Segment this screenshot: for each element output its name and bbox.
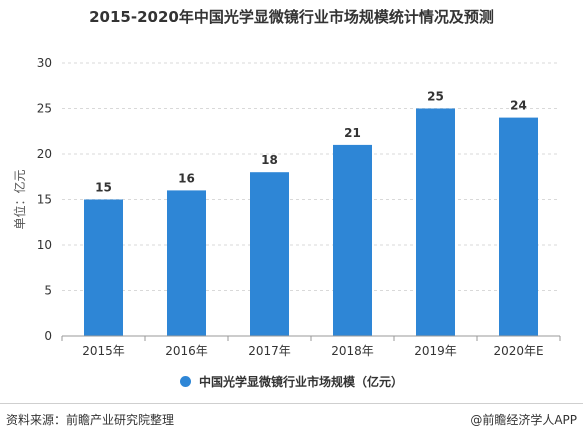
bar-value-label: 21 bbox=[344, 126, 361, 140]
bar bbox=[250, 172, 289, 336]
data-labels: 15 16 18 21 25 24 bbox=[95, 90, 527, 195]
bar-value-label: 15 bbox=[95, 181, 112, 195]
legend-swatch bbox=[179, 376, 191, 387]
bar bbox=[167, 190, 206, 336]
x-tick-label: 2017年 bbox=[248, 344, 291, 358]
y-axis-label: 单位：亿元 bbox=[12, 169, 27, 229]
bar-value-label: 25 bbox=[427, 90, 444, 104]
x-tick-label: 2015年 bbox=[82, 344, 125, 358]
y-tick-label: 10 bbox=[37, 238, 52, 252]
bar-value-label: 24 bbox=[510, 99, 527, 113]
y-tick-label: 15 bbox=[37, 193, 52, 207]
y-tick-label: 30 bbox=[37, 56, 52, 70]
bar-value-label: 16 bbox=[178, 171, 195, 185]
legend-label: 中国光学显微镜行业市场规模（亿元） bbox=[198, 375, 403, 389]
source-note: 资料来源：前瞻产业研究院整理 bbox=[6, 413, 175, 427]
y-tick-label: 25 bbox=[37, 102, 52, 116]
chart-title: 2015-2020年中国光学显微镜行业市场规模统计情况及预测 bbox=[89, 8, 494, 26]
x-tick-label: 2019年 bbox=[414, 344, 457, 358]
x-axis-ticks: 2015年 2016年 2017年 2018年 2019年 2020年E bbox=[61, 336, 561, 358]
bar-value-label: 18 bbox=[261, 153, 278, 167]
bar bbox=[416, 108, 455, 336]
bar bbox=[499, 117, 538, 336]
x-tick-label: 2018年 bbox=[331, 344, 374, 358]
x-tick-label: 2016年 bbox=[165, 344, 208, 358]
bars bbox=[84, 108, 538, 336]
brand-credit: @前瞻经济学人APP bbox=[470, 413, 577, 427]
x-tick-label: 2020年E bbox=[493, 344, 543, 358]
bar-chart: 0 5 10 15 20 25 30 15 16 18 21 25 24 2015年 2016年 2017… bbox=[12, 56, 561, 358]
y-tick-label: 0 bbox=[44, 329, 52, 343]
gridlines bbox=[62, 62, 560, 291]
bar bbox=[84, 199, 123, 336]
bar bbox=[333, 144, 372, 336]
footer-divider bbox=[0, 403, 583, 404]
y-axis-ticks: 0 5 10 15 20 25 30 bbox=[37, 56, 52, 343]
y-tick-label: 5 bbox=[44, 284, 52, 298]
y-tick-label: 20 bbox=[37, 147, 52, 161]
legend: 中国光学显微镜行业市场规模（亿元） bbox=[0, 373, 583, 390]
